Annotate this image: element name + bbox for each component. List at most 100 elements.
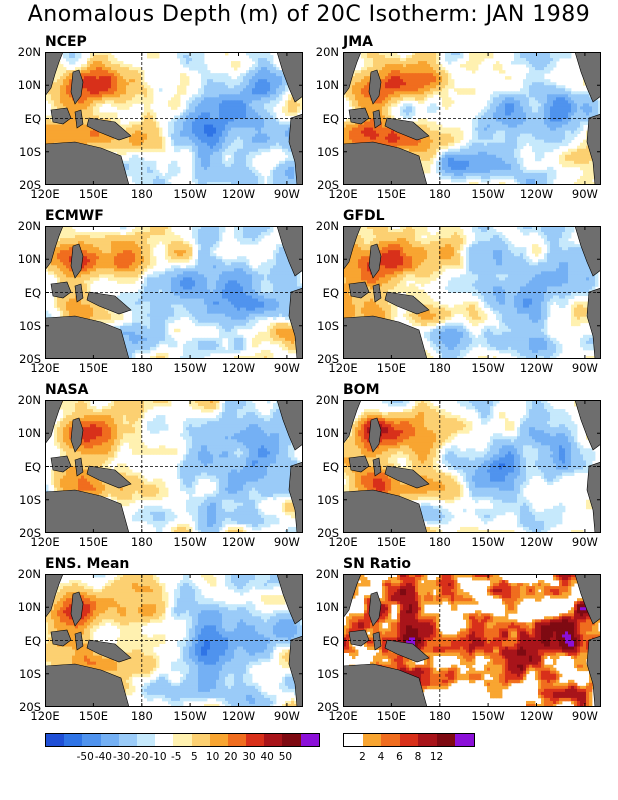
colorbar-snr-tick: 12 [430, 751, 443, 763]
lat-tick-label: 20N [309, 394, 339, 406]
lon-tick-label: 150W [173, 187, 206, 201]
lat-tick-label: 20N [11, 568, 41, 580]
lat-tick-label: 20S [309, 527, 339, 539]
anomaly-map [343, 226, 601, 359]
lon-tick-label: 150W [471, 187, 504, 201]
lon-tick-label: 120W [520, 361, 553, 375]
colorbar-swatch [436, 734, 455, 746]
lon-tick-label: 90W [572, 709, 598, 723]
colorbar-anomaly-tick: -20 [131, 751, 148, 763]
lat-tick-label: 20S [11, 353, 41, 365]
lon-tick-label: 150W [471, 535, 504, 549]
lon-tick-label: 180 [429, 187, 451, 201]
lon-tick-label: 150E [79, 709, 108, 723]
colorbar-swatch [82, 734, 101, 746]
lon-tick-label: 180 [131, 187, 153, 201]
colorbar-anomaly-tick: -50 [77, 751, 94, 763]
colorbar-snr-tick: 8 [415, 751, 422, 763]
colorbar-swatch [264, 734, 283, 746]
lat-tick-label: 20N [11, 220, 41, 232]
anomaly-map [343, 52, 601, 185]
colorbar-snr-tick: 6 [396, 751, 403, 763]
colorbar-anomaly-tick: 20 [224, 751, 237, 763]
lat-tick-label: 20N [309, 568, 339, 580]
lon-tick-label: 150W [471, 709, 504, 723]
lat-tick-label: 20S [309, 179, 339, 191]
colorbar-swatch [300, 734, 319, 746]
lat-tick-label: 10S [309, 146, 339, 158]
lat-tick-label: 10S [309, 668, 339, 680]
colorbar-swatch [282, 734, 301, 746]
lat-tick-label: 10N [309, 79, 339, 91]
colorbar-swatch [209, 734, 228, 746]
lon-tick-label: 120W [520, 709, 553, 723]
colorbar-snr-tick: 4 [378, 751, 385, 763]
lon-tick-label: 120E [328, 361, 357, 375]
lon-tick-label: 90W [572, 535, 598, 549]
lat-tick-label: EQ [309, 113, 339, 125]
panel-title: ECMWF [45, 208, 104, 224]
lat-tick-label: 10S [11, 668, 41, 680]
colorbar-swatch [362, 734, 381, 746]
colorbar-swatch [399, 734, 418, 746]
panel-title: BOM [343, 382, 380, 398]
lon-tick-label: 90W [572, 187, 598, 201]
lon-tick-label: 150E [377, 535, 406, 549]
lat-tick-label: 20N [309, 46, 339, 58]
lat-tick-label: 20S [309, 701, 339, 713]
lon-tick-label: 90W [274, 709, 300, 723]
lat-tick-label: 10S [309, 320, 339, 332]
lon-tick-label: 120E [328, 535, 357, 549]
map-panel: SN Ratio 20N 10N EQ 10S 20S 120E 150E 180 150W 120… [316, 556, 601, 723]
map-panel: NASA 20N 10N EQ 10S 20S 120E 150E 180 150W 120W 90W [18, 382, 303, 549]
panel-title: GFDL [343, 208, 385, 224]
lat-tick-label: 20S [11, 701, 41, 713]
colorbar-anomaly-tick: 40 [261, 751, 274, 763]
map-panel: NCEP 20N 10N EQ 10S 20S 120E 150E 180 150W 120W 90W [18, 34, 303, 201]
colorbar-swatch [136, 734, 156, 746]
lat-tick-label: 10N [11, 601, 41, 613]
colorbar-anomaly-tick: -10 [149, 751, 166, 763]
lat-tick-label: EQ [309, 635, 339, 647]
lat-tick-label: 10N [309, 427, 339, 439]
lon-tick-label: 120W [520, 535, 553, 549]
lat-tick-label: EQ [309, 287, 339, 299]
anomaly-map [45, 574, 303, 707]
lon-tick-label: 150W [173, 535, 206, 549]
map-panel: JMA 20N 10N EQ 10S 20S 120E 150E 180 150W 120W 90W [316, 34, 601, 201]
colorbar-anomaly-tick: -40 [95, 751, 112, 763]
lat-tick-label: 20S [309, 353, 339, 365]
colorbar-swatch [64, 734, 83, 746]
colorbar-anomaly-tick: -5 [171, 751, 181, 763]
lat-tick-label: 10N [11, 427, 41, 439]
lon-tick-label: 150W [173, 361, 206, 375]
lat-tick-label: 10S [309, 494, 339, 506]
lon-tick-label: 150E [377, 361, 406, 375]
colorbar-swatch [100, 734, 119, 746]
lon-tick-label: 90W [572, 361, 598, 375]
lat-tick-label: EQ [11, 635, 41, 647]
lon-tick-label: 150E [79, 187, 108, 201]
lat-tick-label: EQ [11, 287, 41, 299]
anomaly-map [45, 226, 303, 359]
lon-tick-label: 150W [471, 361, 504, 375]
lon-tick-label: 150E [377, 187, 406, 201]
lon-tick-label: 120E [30, 535, 59, 549]
colorbar-swatch [118, 734, 137, 746]
anomaly-map [343, 400, 601, 533]
lon-tick-label: 120W [222, 187, 255, 201]
colorbar-snr-tick: 2 [359, 751, 366, 763]
lon-tick-label: 120E [30, 187, 59, 201]
lon-tick-label: 180 [131, 709, 153, 723]
colorbar-anomaly-tick: 30 [242, 751, 255, 763]
lat-tick-label: 10S [11, 320, 41, 332]
lat-tick-label: 20N [11, 394, 41, 406]
lat-tick-label: EQ [309, 461, 339, 473]
colorbar-swatch [227, 734, 247, 746]
map-panel: GFDL 20N 10N EQ 10S 20S 120E 150E 180 150W 120W 90W [316, 208, 601, 375]
lat-tick-label: 10S [11, 494, 41, 506]
colorbar-sn-ratio [343, 733, 475, 747]
colorbar-swatch [46, 734, 65, 746]
figure-title: Anomalous Depth (m) of 20C Isotherm: JAN… [0, 2, 618, 27]
lon-tick-label: 120W [222, 709, 255, 723]
